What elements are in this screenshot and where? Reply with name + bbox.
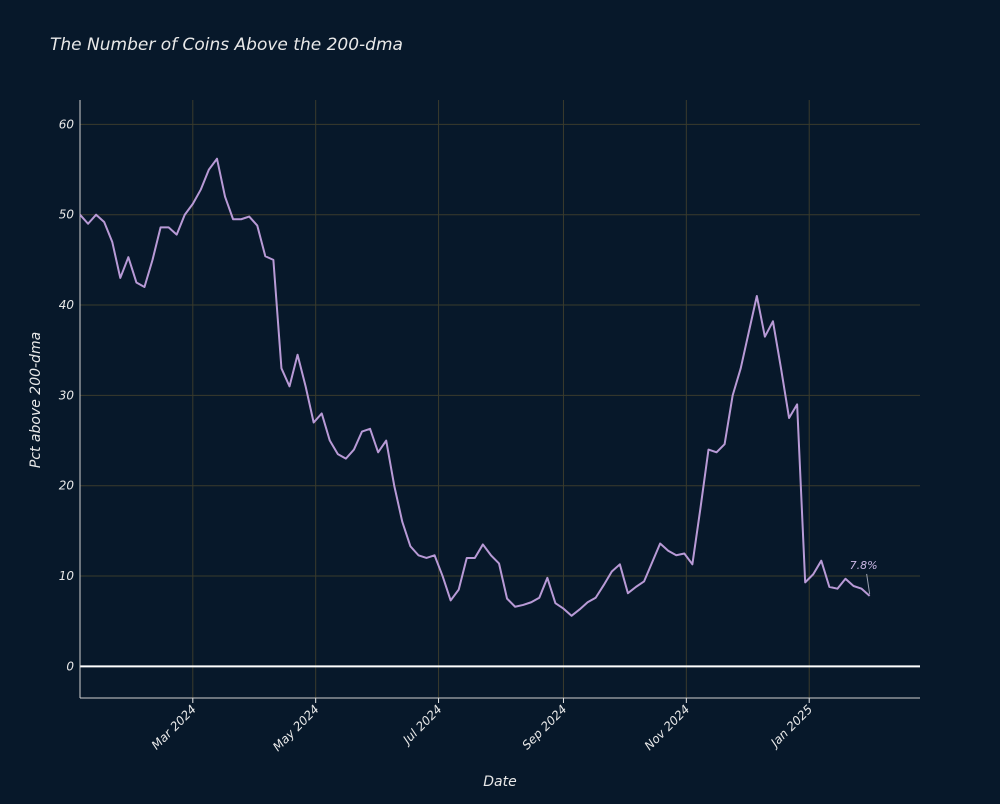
chart-title: The Number of Coins Above the 200-dma [50, 35, 403, 55]
y-tick-label: 30 [59, 388, 75, 402]
annotation: 7.8% [850, 559, 878, 572]
y-tick-label: 40 [59, 298, 75, 312]
y-tick-label: 10 [59, 569, 75, 583]
y-tick-label: 20 [59, 479, 75, 493]
y-tick-label: 60 [59, 117, 75, 131]
annotation-arrow [866, 573, 871, 594]
data-line [79, 157, 871, 617]
y-tick-label: 50 [59, 208, 75, 222]
y-axis-label: Pct above 200-dma [28, 332, 44, 468]
x-axis-label: Date [483, 774, 516, 790]
y-tick-label: 0 [66, 659, 74, 673]
